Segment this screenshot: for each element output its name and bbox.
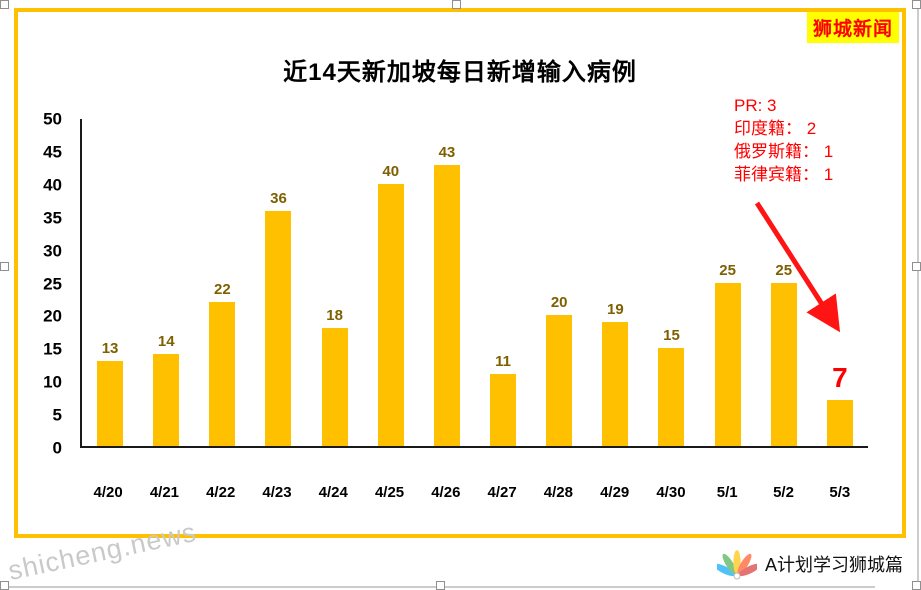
resize-handle-top-right[interactable] — [912, 0, 921, 9]
bar-slot: 36 — [250, 119, 306, 446]
bar-value-label: 20 — [550, 294, 568, 312]
x-axis: 4/20 4/21 4/22 4/23 4/24 4/25 4/26 4/27 4/28 4/29… — [80, 470, 868, 501]
resize-handle-bottom-center[interactable] — [436, 581, 445, 590]
fan-icon — [716, 550, 757, 580]
x-tick-label: 4/26 — [431, 484, 461, 501]
resize-handle-top-center[interactable] — [452, 0, 461, 9]
bar — [377, 184, 404, 446]
resize-handle-top-left[interactable] — [0, 0, 9, 9]
x-tick-label: 4/27 — [487, 484, 517, 501]
bar-slot: 15 — [643, 119, 699, 446]
resize-handle-mid-right[interactable] — [912, 262, 921, 271]
bar-slot: 13 — [82, 119, 138, 446]
bar-value-label: 40 — [382, 163, 400, 181]
bar-value-label: 14 — [157, 333, 175, 351]
x-tick-label: 4/21 — [149, 484, 180, 501]
x-tick-label: 4/28 — [543, 484, 573, 501]
bar-slot: 40 — [363, 119, 419, 446]
resize-handle-mid-left[interactable] — [0, 262, 9, 271]
y-tick-label: 50 — [43, 109, 62, 129]
bar-value-label: 43 — [438, 143, 456, 161]
bar — [265, 210, 292, 446]
y-tick-label: 0 — [52, 438, 62, 458]
bar-slot: 14 — [138, 119, 194, 446]
y-tick-label: 30 — [43, 241, 62, 261]
annotation-block: PR: 3 印度籍： 2 俄罗斯籍： 1 菲律宾籍： 1 — [734, 94, 833, 186]
resize-handle-bottom-left[interactable] — [0, 581, 9, 590]
brand-badge: 狮城新闻 — [806, 12, 899, 43]
bar — [546, 315, 573, 446]
x-tick-label: 4/24 — [318, 484, 348, 501]
x-tick-label: 5/2 — [773, 484, 794, 501]
bar — [97, 360, 124, 446]
bar-slot: 7 — [812, 119, 868, 446]
bar-value-label: 25 — [775, 261, 793, 279]
x-tick-label: 4/29 — [600, 484, 630, 501]
y-tick-label: 35 — [43, 208, 62, 228]
x-tick-label: 5/1 — [716, 484, 738, 501]
bar-slot: 19 — [587, 119, 643, 446]
bar-value-label: 7 — [832, 362, 848, 394]
selection-outline-right — [917, 0, 919, 590]
bar-value-label: 36 — [270, 189, 287, 207]
bar-value-label: 18 — [326, 307, 343, 325]
bar — [209, 302, 236, 446]
bar-value-label: 25 — [719, 261, 736, 279]
bar-value-label: 19 — [606, 300, 624, 318]
bar-slot: 25 — [700, 119, 756, 446]
bar — [433, 164, 460, 446]
annotation-line: PR: 3 — [734, 96, 777, 115]
bar — [602, 321, 629, 446]
bar-value-label: 22 — [214, 281, 231, 299]
bar-value-label: 13 — [101, 339, 119, 357]
annotation-line: 俄罗斯籍： 1 — [734, 142, 834, 161]
chart-title: 近14天新加坡每日新增输入病例 — [283, 59, 637, 86]
y-tick-label: 20 — [43, 306, 62, 326]
bar — [490, 374, 517, 446]
bar-slot: 43 — [419, 119, 475, 446]
bar — [658, 347, 685, 446]
y-tick-label: 25 — [43, 274, 62, 293]
y-tick-label: 5 — [52, 405, 62, 425]
bar — [770, 282, 797, 446]
bar-slot: 22 — [194, 119, 250, 446]
x-tick-label: 5/3 — [829, 484, 851, 501]
channel-name: A计划学习狮城篇 — [764, 555, 903, 575]
channel-info: A计划学习狮城篇 — [716, 548, 903, 580]
bar-slot: 11 — [475, 119, 531, 446]
x-tick-label: 4/22 — [206, 484, 236, 501]
bar-slot: 20 — [531, 119, 587, 446]
y-tick-label: 40 — [43, 175, 62, 195]
x-tick-label: 4/25 — [374, 484, 405, 501]
y-axis: 0 5 10 15 20 25 30 35 40 45 50 — [18, 111, 70, 457]
x-tick-label: 4/30 — [656, 484, 686, 501]
bar — [826, 400, 853, 446]
plot-area: 13 14 22 36 18 40 43 11 20 19 15 25 25 7 — [80, 119, 868, 448]
chart-frame: 近14天新加坡每日新增输入病例 0 5 10 15 20 25 30 35 40 45 50 13 1… — [14, 8, 906, 538]
bar-value-label: 15 — [663, 326, 680, 344]
x-tick-label: 4/23 — [262, 484, 292, 501]
y-tick-label: 10 — [43, 372, 62, 392]
bars: 13 14 22 36 18 40 43 11 20 19 15 25 25 7 — [82, 119, 868, 446]
bar — [321, 328, 348, 446]
y-tick-label: 15 — [43, 339, 62, 359]
bar-value-label: 11 — [495, 353, 511, 371]
bar — [714, 282, 741, 446]
annotation-line: 印度籍： 2 — [734, 119, 817, 138]
x-tick-label: 4/20 — [93, 484, 123, 501]
resize-handle-bottom-right[interactable] — [912, 581, 921, 590]
annotation-line: 菲律宾籍： 1 — [734, 165, 834, 184]
y-tick-label: 45 — [43, 142, 62, 162]
bar-slot: 18 — [307, 119, 363, 446]
bar — [153, 354, 180, 446]
